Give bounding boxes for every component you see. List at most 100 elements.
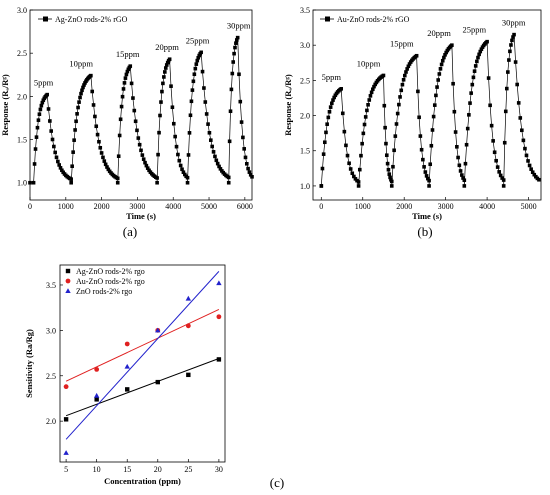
concentration-annotation: 5ppm: [322, 72, 342, 82]
response-point: [173, 134, 177, 139]
fit-line-square: [65, 358, 220, 417]
response-point: [356, 184, 361, 188]
response-point: [177, 158, 182, 163]
response-point: [161, 81, 165, 86]
response-point: [414, 53, 419, 58]
response-point: [523, 146, 527, 151]
response-point: [97, 139, 101, 144]
response-point: [194, 62, 199, 66]
x-tick-label: 4000: [479, 202, 495, 211]
panel-b-caption: (b): [417, 224, 432, 239]
response-point: [199, 50, 203, 55]
concentration-annotation: 5ppm: [34, 78, 54, 88]
x-tick-label: 20: [154, 465, 162, 474]
response-point: [136, 136, 141, 140]
response-point: [506, 70, 510, 74]
response-point: [324, 130, 328, 135]
response-point: [143, 160, 147, 165]
response-point: [360, 141, 364, 146]
response-point: [455, 144, 459, 149]
response-point: [423, 170, 428, 174]
response-point: [426, 176, 430, 181]
response-point: [33, 147, 38, 151]
response-point: [45, 92, 49, 97]
response-point: [139, 148, 143, 153]
response-point: [155, 180, 159, 185]
response-point: [120, 94, 125, 99]
response-point: [230, 71, 235, 76]
response-point: [501, 184, 506, 188]
response-point: [37, 112, 42, 116]
response-point: [159, 100, 163, 104]
legend-marker: [43, 16, 48, 22]
response-point: [91, 103, 96, 107]
response-point: [239, 120, 244, 124]
response-point: [118, 117, 123, 122]
response-point: [141, 157, 146, 161]
x-axis-label: Time (s): [126, 211, 156, 221]
response-point: [350, 171, 355, 176]
response-point: [362, 122, 367, 127]
concentration-annotation: 25ppm: [462, 25, 486, 35]
response-point: [233, 45, 237, 50]
response-point: [366, 102, 370, 107]
concentration-annotation: 30ppm: [227, 21, 251, 31]
response-point: [196, 55, 201, 60]
response-point: [169, 84, 173, 88]
response-point: [511, 35, 515, 39]
legend-label: Au-ZnO rods-2% rgo: [76, 277, 145, 286]
response-point: [185, 175, 190, 180]
y-tick-label: 2.0: [17, 92, 27, 101]
response-point: [94, 124, 99, 129]
response-point: [242, 147, 246, 151]
response-point: [40, 100, 45, 105]
x-tick-label: 2000: [396, 202, 412, 211]
response-point: [400, 82, 405, 87]
response-point: [80, 88, 84, 93]
response-point: [53, 150, 57, 155]
response-point: [367, 98, 372, 102]
response-point: [129, 81, 134, 86]
response-point: [469, 91, 473, 95]
response-point: [327, 109, 332, 114]
response-point: [507, 58, 511, 62]
response-point: [72, 138, 76, 142]
data-point-circle: [216, 314, 222, 320]
response-point: [207, 130, 212, 135]
response-point: [189, 99, 194, 104]
fit-line-circle: [65, 309, 220, 382]
response-point: [167, 57, 172, 62]
data-point-triangle: [124, 363, 130, 369]
legend-label: ZnO rods-2% rgo: [76, 287, 132, 296]
response-point: [31, 180, 36, 185]
response-point: [456, 155, 460, 160]
response-point: [444, 50, 448, 55]
response-point: [246, 166, 250, 171]
response-point: [243, 155, 248, 160]
response-point: [479, 47, 484, 51]
response-point: [492, 150, 497, 155]
response-point: [46, 107, 51, 111]
response-point: [41, 98, 46, 103]
data-point-triangle: [216, 280, 222, 286]
response-point: [387, 172, 392, 176]
x-tick-label: 25: [184, 465, 192, 474]
data-point-square: [186, 372, 191, 378]
response-point: [513, 60, 518, 64]
response-point: [195, 58, 200, 63]
response-point: [158, 113, 162, 118]
legend-label: Ag-ZnO rods-2% rGO: [55, 15, 128, 24]
panel-a-caption: (a): [123, 224, 137, 239]
response-point: [147, 168, 151, 173]
response-point: [381, 73, 386, 78]
response-point: [56, 159, 60, 164]
response-point: [497, 170, 501, 174]
response-point: [330, 101, 334, 106]
response-point: [429, 143, 434, 148]
response-point: [515, 82, 519, 87]
legend-label: Au-ZnO rods-2% rGO: [337, 15, 410, 24]
response-point: [472, 69, 477, 73]
response-point: [319, 184, 324, 188]
concentration-annotation: 15ppm: [116, 49, 140, 59]
